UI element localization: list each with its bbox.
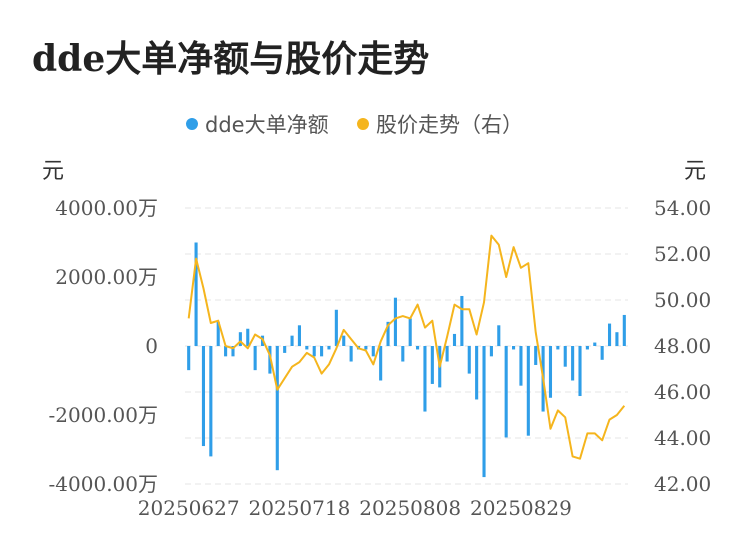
grid-lines bbox=[185, 207, 628, 485]
x-tick-label: 20250718 bbox=[249, 496, 351, 520]
dde-bar bbox=[231, 346, 235, 357]
right-axis-unit: 元 bbox=[684, 159, 706, 184]
price-line bbox=[187, 234, 626, 460]
dde-bar bbox=[224, 346, 228, 357]
left-axis-ticks: 4000.00万 2000.00万 0 -2000.00万 -4000.00万 bbox=[49, 196, 158, 496]
dde-bar bbox=[238, 332, 242, 346]
dde-bar bbox=[607, 323, 612, 346]
price-line-group bbox=[187, 234, 626, 460]
dde-bar bbox=[416, 346, 420, 350]
left-tick-label: 4000.00万 bbox=[55, 196, 158, 220]
right-tick-label: 50.00 bbox=[654, 288, 711, 312]
dde-bar bbox=[489, 346, 493, 357]
left-tick-label: 0 bbox=[145, 334, 158, 358]
dde-bar bbox=[312, 346, 316, 357]
x-tick-label: 20250627 bbox=[138, 496, 240, 520]
dde-bar bbox=[290, 335, 294, 346]
right-axis-ticks: 54.00 52.00 50.00 48.00 46.00 44.00 42.00 bbox=[654, 196, 711, 496]
dde-bar bbox=[393, 297, 397, 346]
dde-bar bbox=[371, 346, 375, 357]
left-tick-label: 2000.00万 bbox=[55, 265, 158, 289]
dde-bar bbox=[187, 346, 191, 371]
dde-bar bbox=[209, 346, 213, 457]
dde-bar bbox=[512, 346, 516, 350]
dde-bar bbox=[216, 321, 220, 346]
dde-bar bbox=[364, 346, 368, 350]
dde-bar bbox=[585, 346, 589, 350]
dde-bar bbox=[526, 346, 530, 436]
dde-bar bbox=[615, 332, 619, 346]
dde-bar bbox=[349, 346, 353, 362]
dde-bars bbox=[187, 242, 626, 478]
right-tick-label: 48.00 bbox=[654, 334, 711, 358]
dde-bar bbox=[482, 346, 486, 478]
dde-bar bbox=[379, 346, 383, 381]
dde-bar bbox=[342, 335, 346, 346]
x-axis-ticks: 20250627 20250718 20250808 20250829 bbox=[138, 496, 572, 520]
dde-bar bbox=[401, 346, 405, 362]
page-title: dde大单净额与股价走势 bbox=[32, 38, 430, 80]
x-tick-label: 20250808 bbox=[359, 496, 461, 520]
dde-bar bbox=[253, 346, 257, 371]
dde-bar bbox=[563, 346, 567, 367]
dde-bar bbox=[622, 314, 626, 346]
chart-legend: dde大单净额 股价走势（右） bbox=[186, 113, 523, 137]
dde-bar bbox=[327, 346, 331, 350]
legend-line-swatch bbox=[357, 118, 369, 130]
dde-bar bbox=[600, 346, 604, 360]
dde-bar bbox=[445, 346, 449, 362]
x-tick-label: 20250829 bbox=[470, 496, 572, 520]
dde-bar bbox=[548, 346, 553, 398]
left-axis-unit: 元 bbox=[42, 159, 64, 184]
dde-bar bbox=[497, 325, 501, 346]
left-tick-label: -4000.00万 bbox=[49, 472, 158, 496]
right-tick-label: 54.00 bbox=[654, 196, 711, 220]
dde-bar bbox=[430, 346, 434, 384]
dde-bar bbox=[283, 346, 287, 353]
dde-bar bbox=[571, 346, 575, 381]
dde-bar bbox=[275, 346, 279, 471]
dde-bar bbox=[201, 346, 206, 447]
dde-bar bbox=[408, 318, 412, 346]
dde-bar bbox=[386, 321, 390, 346]
right-tick-label: 46.00 bbox=[654, 380, 711, 404]
dde-bar bbox=[593, 342, 597, 346]
dde-bar bbox=[467, 346, 471, 374]
left-tick-label: -2000.00万 bbox=[49, 403, 158, 427]
dde-bar bbox=[504, 346, 508, 438]
dde-bar bbox=[194, 242, 198, 346]
right-tick-label: 52.00 bbox=[654, 242, 711, 266]
dde-bar bbox=[320, 346, 324, 357]
legend-bar-swatch bbox=[186, 118, 198, 130]
dde-bar bbox=[475, 346, 479, 400]
dde-bar bbox=[246, 328, 250, 346]
dde-bar bbox=[578, 346, 582, 397]
dde-bar bbox=[305, 346, 309, 350]
legend-bar-label: dde大单净额 bbox=[205, 113, 329, 137]
dde-bar bbox=[460, 295, 464, 346]
dde-bar bbox=[334, 309, 338, 346]
dde-bar bbox=[297, 325, 301, 346]
right-tick-label: 42.00 bbox=[654, 472, 711, 496]
dde-bar bbox=[556, 346, 560, 350]
right-tick-label: 44.00 bbox=[654, 426, 711, 450]
dde-bar bbox=[519, 346, 523, 386]
dde-bar bbox=[423, 346, 427, 412]
dde-bar bbox=[452, 333, 457, 346]
dde-bar bbox=[534, 346, 538, 365]
legend-line-label: 股价走势（右） bbox=[376, 113, 523, 137]
